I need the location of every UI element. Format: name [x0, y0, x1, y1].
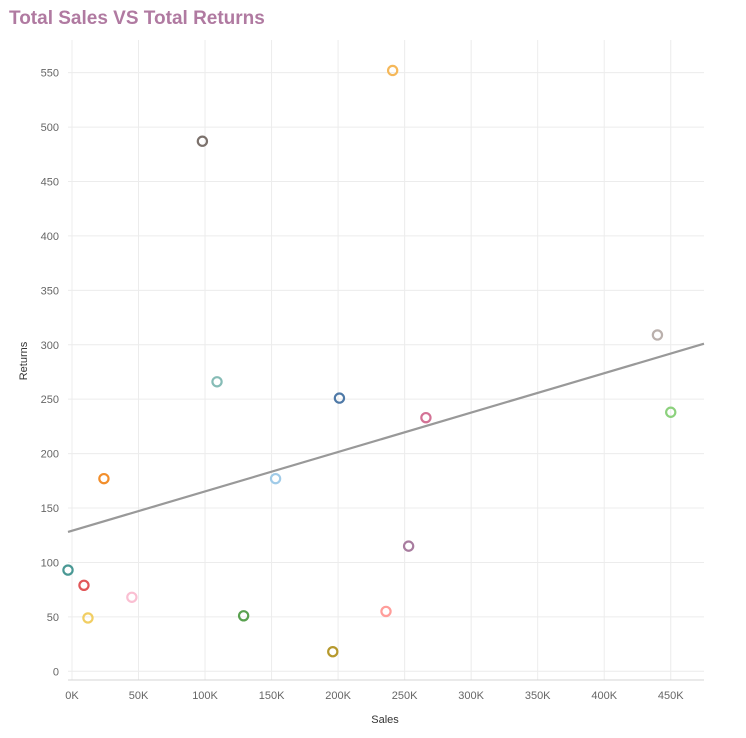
data-point[interactable] — [665, 406, 677, 418]
x-tick-label: 50K — [129, 690, 149, 702]
x-tick-label: 450K — [658, 690, 684, 702]
y-axis-title: Returns — [18, 341, 30, 380]
y-tick-label: 250 — [41, 394, 59, 406]
y-tick-label: 450 — [41, 176, 59, 188]
y-tick-label: 300 — [41, 340, 59, 352]
x-tick-label: 350K — [525, 690, 551, 702]
data-point[interactable] — [98, 472, 110, 485]
x-tick-label: 150K — [259, 690, 285, 702]
data-point[interactable] — [62, 564, 74, 576]
y-tick-label: 100 — [41, 557, 59, 569]
trend-layer — [67, 342, 705, 534]
x-tick-label: 300K — [458, 690, 484, 702]
data-point[interactable] — [327, 646, 339, 658]
trend-line — [67, 342, 705, 534]
x-tick-label: 250K — [392, 690, 418, 702]
y-tick-label: 0 — [53, 666, 59, 678]
data-point[interactable] — [269, 472, 282, 485]
data-point[interactable] — [211, 376, 223, 388]
points-layer — [62, 64, 677, 658]
y-tick-label: 200 — [41, 449, 59, 461]
data-point[interactable] — [333, 392, 346, 404]
y-tick-label: 400 — [41, 231, 59, 243]
y-tick-label: 550 — [41, 68, 59, 80]
x-axis-title: Sales — [371, 714, 399, 726]
x-tick-label: 400K — [591, 690, 617, 702]
data-point[interactable] — [82, 612, 94, 624]
data-point[interactable] — [126, 591, 138, 603]
y-tick-label: 150 — [41, 503, 59, 515]
data-point[interactable] — [420, 411, 432, 424]
x-tick-label: 200K — [325, 690, 351, 702]
data-point[interactable] — [237, 610, 250, 622]
grid-layer — [68, 40, 704, 680]
data-point[interactable] — [402, 540, 415, 552]
y-tick-label: 350 — [41, 285, 59, 297]
data-point[interactable] — [380, 605, 392, 618]
x-tick-label: 0K — [65, 690, 79, 702]
data-point[interactable] — [196, 135, 209, 147]
data-point[interactable] — [386, 64, 399, 77]
data-point[interactable] — [651, 329, 664, 341]
y-tick-label: 50 — [47, 612, 59, 624]
axis-layer: 0K 50K 100K 150K 200K 250K 300K 350K 400K 450K 0 50… — [41, 68, 704, 702]
chart-title: Total Sales VS Total Returns — [9, 8, 265, 29]
data-point[interactable] — [78, 579, 90, 592]
x-tick-label: 100K — [192, 690, 218, 702]
y-tick-label: 500 — [41, 122, 59, 134]
